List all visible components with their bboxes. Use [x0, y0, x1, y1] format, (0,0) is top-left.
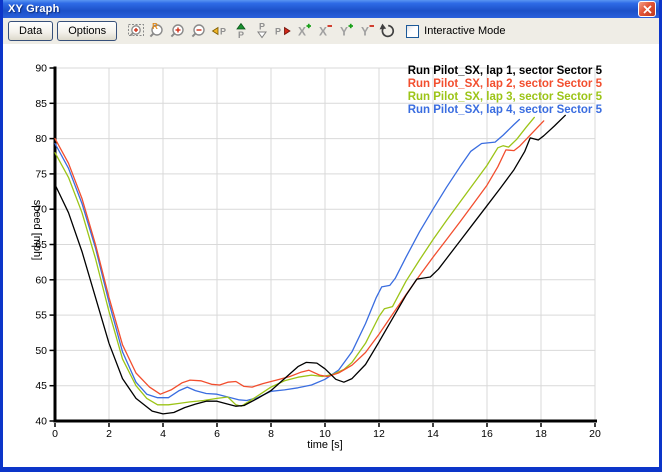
svg-text:0: 0	[52, 428, 58, 440]
interactive-mode-control: Interactive Mode	[406, 25, 505, 38]
svg-text:R: R	[152, 22, 158, 31]
zoom-reset-icon[interactable]: R	[146, 20, 167, 42]
svg-text:speed [mph]: speed [mph]	[31, 200, 43, 261]
svg-text:14: 14	[427, 428, 439, 440]
pan-down-icon[interactable]: P	[251, 20, 272, 42]
svg-text:X: X	[319, 25, 327, 39]
svg-text:55: 55	[35, 310, 47, 322]
svg-text:40: 40	[35, 416, 47, 428]
refresh-icon[interactable]	[377, 20, 398, 42]
pan-left-icon[interactable]: P	[209, 20, 230, 42]
legend-item-lap4[interactable]: Run Pilot_SX, lap 4, sector Sector 5	[408, 104, 602, 117]
svg-text:16: 16	[481, 428, 493, 440]
toolbar: Data Options R	[3, 18, 659, 44]
legend-item-lap1[interactable]: Run Pilot_SX, lap 1, sector Sector 5	[408, 65, 602, 78]
svg-text:8: 8	[268, 428, 274, 440]
svg-text:45: 45	[35, 380, 47, 392]
legend: Run Pilot_SX, lap 1, sector Sector 5 Run…	[408, 65, 602, 117]
zoom-out-icon[interactable]	[188, 20, 209, 42]
pan-up-icon[interactable]: P	[230, 20, 251, 42]
svg-text:85: 85	[35, 98, 47, 110]
options-button[interactable]: Options	[57, 21, 117, 41]
svg-text:Y: Y	[340, 25, 348, 39]
svg-text:P: P	[220, 27, 226, 37]
svg-text:X: X	[298, 25, 306, 39]
x-axis-remove-icon[interactable]: X	[314, 20, 335, 42]
svg-text:P: P	[275, 27, 281, 37]
svg-text:60: 60	[35, 274, 47, 286]
legend-item-lap2[interactable]: Run Pilot_SX, lap 2, sector Sector 5	[408, 78, 602, 91]
svg-text:4: 4	[160, 428, 166, 440]
svg-text:80: 80	[35, 133, 47, 145]
graph-content: 404550556065707580859002468101214161820t…	[3, 44, 659, 467]
svg-text:6: 6	[214, 428, 220, 440]
graph-tools: R P	[125, 20, 398, 42]
svg-text:P: P	[259, 22, 265, 32]
svg-text:12: 12	[373, 428, 385, 440]
data-button[interactable]: Data	[8, 21, 53, 41]
y-axis-add-icon[interactable]: Y	[335, 20, 356, 42]
svg-text:18: 18	[535, 428, 547, 440]
y-axis-remove-icon[interactable]: Y	[356, 20, 377, 42]
interactive-mode-checkbox[interactable]	[406, 25, 419, 38]
svg-text:75: 75	[35, 168, 47, 180]
close-icon	[643, 5, 652, 14]
svg-text:50: 50	[35, 345, 47, 357]
x-axis-add-icon[interactable]: X	[293, 20, 314, 42]
svg-text:P: P	[238, 30, 244, 40]
window-title: XY Graph	[8, 3, 60, 15]
svg-text:2: 2	[106, 428, 112, 440]
close-button[interactable]	[638, 1, 656, 17]
pan-right-icon[interactable]: P	[272, 20, 293, 42]
svg-text:time [s]: time [s]	[307, 439, 342, 451]
legend-item-lap3[interactable]: Run Pilot_SX, lap 3, sector Sector 5	[408, 91, 602, 104]
svg-text:90: 90	[35, 63, 47, 75]
title-bar[interactable]: XY Graph	[3, 0, 659, 18]
zoom-in-icon[interactable]	[167, 20, 188, 42]
zoom-to-rect-icon[interactable]	[125, 20, 146, 42]
svg-text:Y: Y	[361, 25, 369, 39]
interactive-mode-label: Interactive Mode	[424, 25, 505, 37]
xy-graph-window: XY Graph Data Options	[0, 0, 662, 472]
svg-text:20: 20	[589, 428, 601, 440]
